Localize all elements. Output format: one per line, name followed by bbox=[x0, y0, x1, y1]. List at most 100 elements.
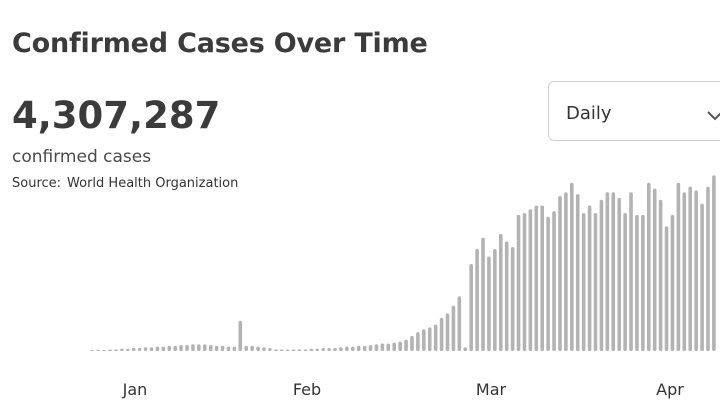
bar bbox=[303, 349, 308, 351]
bar bbox=[522, 213, 527, 351]
total-cases-value: 4,307,287 bbox=[12, 94, 221, 137]
bar bbox=[202, 344, 207, 351]
bar bbox=[658, 199, 663, 351]
bar bbox=[504, 241, 509, 351]
bar bbox=[208, 344, 213, 351]
bar bbox=[558, 196, 562, 351]
bar bbox=[114, 349, 118, 351]
bar bbox=[617, 197, 621, 351]
bar bbox=[226, 346, 231, 351]
bar bbox=[427, 327, 432, 352]
bar bbox=[676, 182, 681, 351]
bar bbox=[682, 192, 687, 351]
bar bbox=[374, 344, 379, 351]
bar bbox=[552, 211, 556, 351]
bar bbox=[439, 317, 444, 351]
source-value: World Health Organization bbox=[67, 176, 239, 191]
bar bbox=[315, 348, 320, 351]
bar bbox=[611, 192, 616, 351]
bar bbox=[581, 213, 586, 351]
x-tick-label: Mar bbox=[476, 380, 507, 399]
bar bbox=[274, 349, 278, 351]
bar bbox=[641, 214, 645, 351]
bar bbox=[410, 335, 414, 351]
bar bbox=[380, 343, 385, 351]
bar bbox=[534, 205, 539, 351]
bar bbox=[285, 349, 290, 351]
bar bbox=[244, 345, 249, 351]
bar bbox=[191, 344, 195, 351]
bar bbox=[333, 347, 337, 351]
bar bbox=[149, 347, 154, 351]
bar bbox=[587, 205, 592, 351]
bar bbox=[487, 256, 491, 351]
bar bbox=[137, 347, 142, 351]
bar bbox=[575, 194, 580, 351]
bar bbox=[356, 345, 361, 351]
bar bbox=[712, 175, 716, 351]
x-axis-ticks: Jan Feb Mar Apr bbox=[122, 380, 685, 399]
bar bbox=[339, 347, 343, 351]
bar bbox=[623, 213, 627, 351]
bar bbox=[688, 186, 693, 351]
bar bbox=[416, 332, 420, 351]
bar bbox=[350, 346, 355, 351]
bar bbox=[214, 345, 219, 351]
bar bbox=[564, 192, 568, 351]
bar bbox=[131, 347, 136, 351]
bar bbox=[309, 348, 314, 351]
x-tick-label: Feb bbox=[293, 380, 321, 399]
bar bbox=[197, 344, 201, 351]
bar bbox=[398, 341, 402, 351]
bar bbox=[102, 350, 106, 351]
bar bbox=[179, 344, 183, 351]
bar bbox=[404, 339, 408, 351]
bar bbox=[629, 192, 633, 351]
bar bbox=[220, 345, 225, 351]
bar bbox=[120, 348, 124, 351]
bar bbox=[646, 182, 651, 351]
bar bbox=[238, 320, 243, 351]
bar bbox=[605, 192, 610, 351]
bar bbox=[652, 188, 657, 351]
bar bbox=[368, 344, 373, 351]
bar bbox=[664, 226, 669, 351]
bar bbox=[262, 347, 266, 351]
bar bbox=[635, 214, 639, 351]
bar bbox=[469, 264, 473, 351]
period-select[interactable]: Daily bbox=[548, 81, 720, 141]
bar bbox=[510, 247, 515, 351]
bar bbox=[392, 342, 397, 351]
chart-title: Confirmed Cases Over Time bbox=[12, 28, 428, 59]
bar bbox=[475, 248, 479, 351]
bar bbox=[516, 214, 521, 351]
bar bbox=[451, 305, 456, 351]
bar bbox=[694, 190, 698, 351]
x-tick-label: Jan bbox=[122, 380, 148, 399]
bar bbox=[321, 347, 325, 351]
source-label: Source: bbox=[12, 176, 62, 191]
bar bbox=[232, 346, 237, 351]
bar bbox=[297, 349, 302, 351]
bar bbox=[108, 349, 112, 351]
bar bbox=[291, 349, 296, 351]
bar bbox=[268, 347, 272, 351]
bar bbox=[445, 313, 450, 351]
bar bbox=[362, 345, 367, 351]
bar bbox=[256, 346, 260, 351]
bar bbox=[433, 324, 438, 351]
bar bbox=[250, 345, 254, 351]
bar bbox=[185, 344, 189, 351]
bar bbox=[670, 214, 675, 351]
bar bbox=[546, 216, 550, 351]
bar bbox=[96, 350, 101, 351]
bar bbox=[155, 346, 160, 351]
bar bbox=[345, 346, 349, 351]
bar bbox=[422, 329, 426, 351]
bar bbox=[481, 237, 485, 351]
bar bbox=[493, 248, 497, 351]
bar bbox=[143, 347, 148, 351]
bar bbox=[327, 347, 331, 351]
bar bbox=[570, 182, 574, 351]
